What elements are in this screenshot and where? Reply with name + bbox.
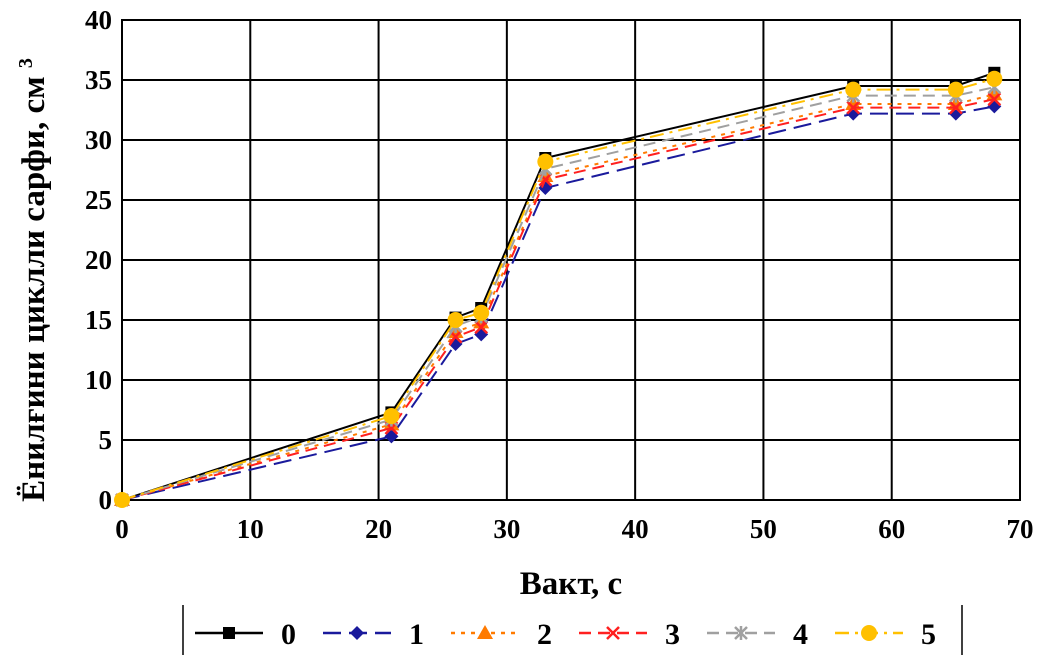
y-axis-label-group: Ёнилғини циклли сарфи, см 3	[15, 58, 52, 502]
series-2	[114, 86, 1003, 506]
data-point-1	[474, 327, 489, 342]
legend-item-2: 2	[451, 618, 552, 651]
data-point-1	[987, 99, 1002, 114]
data-point-5	[383, 408, 400, 424]
data-point-5	[986, 70, 1003, 87]
series-line-4	[121, 86, 995, 501]
series-4	[115, 80, 1002, 507]
legend-marker-4	[734, 626, 748, 640]
x-tick-label: 20	[365, 514, 392, 544]
legend-marker-1	[350, 626, 364, 640]
tick-labels: 0 10 20 30 40 50 60 70 0 5 10 15 20 25 30 35 40	[85, 5, 1034, 544]
y-tick-label: 35	[85, 65, 112, 95]
legend-marker-5	[861, 625, 877, 641]
data-point-5	[947, 81, 964, 98]
data-point-2	[845, 96, 862, 110]
legend-label-3: 3	[665, 618, 680, 651]
x-axis-label: Вакт, с	[520, 566, 622, 602]
series-line-3	[121, 98, 995, 501]
x-tick-label: 50	[750, 514, 777, 544]
y-tick-label: 30	[85, 125, 112, 155]
y-tick-label: 20	[85, 245, 112, 275]
data-point-5	[473, 304, 490, 321]
series-line-5	[121, 77, 995, 501]
x-tick-label: 10	[237, 514, 264, 544]
series-group	[114, 66, 1003, 508]
y-tick-label: 10	[85, 365, 112, 395]
x-tick-label: 0	[115, 514, 129, 544]
legend-label-5: 5	[921, 618, 936, 651]
x-tick-label: 60	[878, 514, 905, 544]
plot-area-frame	[121, 19, 1021, 501]
x-tick-label: 70	[1007, 514, 1034, 544]
y-tick-label: 40	[85, 5, 112, 35]
legend-label-0: 0	[281, 618, 296, 651]
legend-label-2: 2	[537, 618, 552, 651]
y-tick-label: 25	[85, 185, 112, 215]
data-point-3	[987, 92, 1002, 107]
legend-item-5: 5	[835, 618, 936, 651]
legend-marker-2	[477, 625, 493, 639]
y-axis-label-text: Ёнилғини циклли сарфи, см	[16, 76, 52, 502]
grid-lines	[121, 19, 1021, 501]
series-5	[114, 70, 1003, 508]
series-line-1	[121, 105, 995, 501]
legend-item-0: 0	[195, 618, 296, 651]
legend-label-1: 1	[409, 618, 424, 651]
x-tick-label: 40	[622, 514, 649, 544]
data-point-5	[447, 312, 464, 328]
data-point-5	[845, 81, 862, 98]
series-1	[115, 99, 1002, 507]
data-point-3	[846, 100, 861, 115]
legend-item-1: 1	[323, 618, 424, 651]
legend-marker-3	[606, 626, 620, 640]
data-point-5	[537, 153, 554, 170]
series-line-2	[121, 93, 995, 501]
x-tick-label: 30	[493, 514, 520, 544]
y-tick-label: 15	[85, 305, 112, 335]
legend-item-4: 4	[707, 618, 808, 651]
legend-marker-0	[223, 627, 235, 639]
y-axis-label-superscript: 3	[15, 58, 37, 68]
y-tick-label: 5	[99, 425, 113, 455]
legend-label-4: 4	[793, 618, 808, 651]
legend-item-3: 3	[579, 618, 680, 651]
legend: 0 1 2 3 4 5	[182, 605, 963, 655]
data-point-3	[948, 100, 963, 115]
y-tick-label: 0	[99, 485, 113, 515]
data-point-2	[947, 96, 964, 110]
series-line-0	[121, 71, 995, 501]
data-point-5	[114, 492, 130, 508]
y-axis-label: Ёнилғини циклли сарфи, см 3	[15, 58, 52, 502]
data-point-3	[474, 320, 489, 335]
